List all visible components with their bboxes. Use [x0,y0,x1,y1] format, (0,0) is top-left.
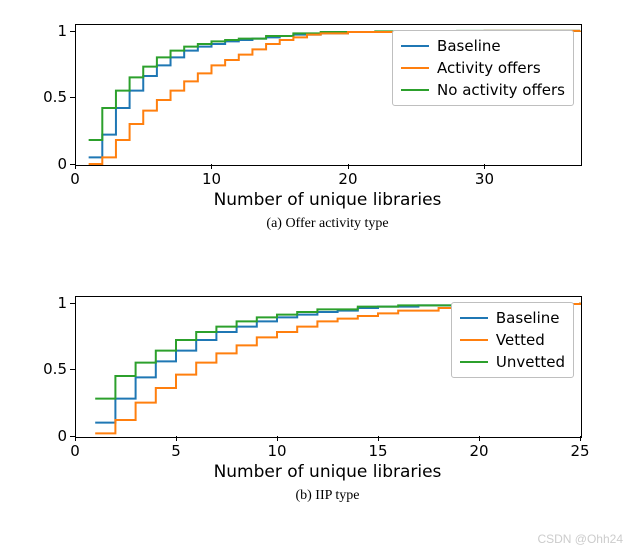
panel-b-ytick [70,369,75,370]
panel-a-ytick [70,31,75,32]
panel-b-legend-item: Unvetted [460,351,565,373]
panel-b-xtick-label: 15 [368,442,388,460]
panel-b-ytick-label: 0 [57,427,67,445]
panel-b-xtick-label: 5 [166,442,186,460]
panel-b-xtick-label: 10 [267,442,287,460]
legend-label: Baseline [437,37,501,55]
legend-label: Vetted [496,331,545,349]
legend-label: Activity offers [437,59,541,77]
panel-a-xlabel: Number of unique libraries [75,190,580,210]
panel-b-legend-item: Baseline [460,307,565,329]
watermark: CSDN @Ohh24 [537,532,623,546]
panel-a-xtick [75,164,76,169]
panel-b-xtick [580,436,581,441]
panel-a-xtick-label: 10 [201,170,221,188]
panel-a-xtick [484,164,485,169]
panel-a-xtick [211,164,212,169]
panel-b-legend: Baseline Vetted Unvetted [451,302,574,378]
panel-b-ytick [70,436,75,437]
panel-a-legend: Baseline Activity offers No activity offer… [392,30,574,106]
panel-b-ytick [70,303,75,304]
legend-label: Unvetted [496,353,565,371]
legend-label: No activity offers [437,81,565,99]
panel-b-xlabel: Number of unique libraries [75,462,580,482]
panel-a-ytick-label: 0.5 [43,88,67,106]
panel-b-xtick [479,436,480,441]
legend-swatch [401,67,429,69]
panel-b-xtick-label: 0 [65,442,85,460]
panel-b-xtick-label: 20 [469,442,489,460]
legend-swatch [460,339,488,341]
panel-a-ytick [70,97,75,98]
panel-a-caption: (a) Offer activity type [75,216,580,232]
panel-a-xtick [348,164,349,169]
panel-b-xtick [277,436,278,441]
panel-a-ytick [70,164,75,165]
panel-a-ytick-label: 1 [57,22,67,40]
legend-label: Baseline [496,309,560,327]
panel-b-xtick [378,436,379,441]
legend-swatch [460,317,488,319]
panel-a-xtick-label: 0 [65,170,85,188]
panel-a-legend-item: Baseline [401,35,565,57]
panel-b-xtick-label: 25 [570,442,590,460]
legend-swatch [460,361,488,363]
panel-b-xtick [176,436,177,441]
panel-a-xtick-label: 20 [338,170,358,188]
panel-b-ytick-label: 0.5 [43,360,67,378]
legend-swatch [401,89,429,91]
panel-b-ytick-label: 1 [57,294,67,312]
legend-swatch [401,45,429,47]
panel-b-caption: (b) IIP type [75,488,580,504]
panel-b-xtick [75,436,76,441]
panel-b-legend-item: Vetted [460,329,565,351]
panel-a-ytick-label: 0 [57,155,67,173]
panel-a-legend-item: Activity offers [401,57,565,79]
panel-a-xtick-label: 30 [474,170,494,188]
panel-a-legend-item: No activity offers [401,79,565,101]
